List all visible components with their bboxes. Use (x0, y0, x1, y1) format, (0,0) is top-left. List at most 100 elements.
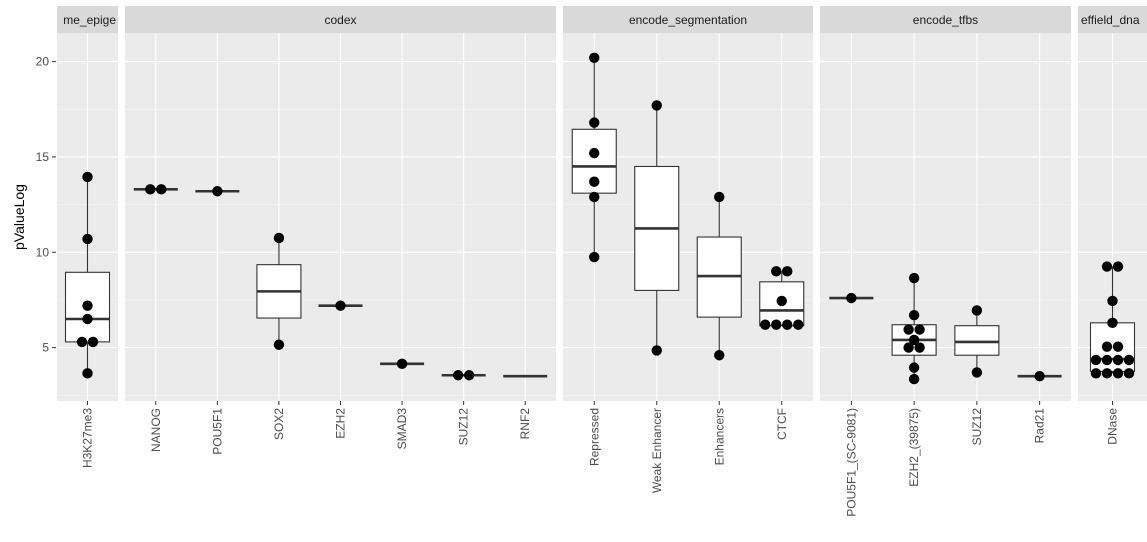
data-point (1101, 368, 1113, 379)
facet-strip (57, 6, 118, 33)
y-tick-label: 5 (42, 341, 49, 355)
x-tick-label: EZH2 (334, 408, 348, 439)
facet-strip-label: encode_segmentation (629, 13, 747, 27)
facet-panels: me_epige H3K27me3 codex NANOG POU5F1 SOX2 EZH2… (57, 6, 1147, 517)
data-point (452, 370, 464, 381)
data-point (914, 342, 925, 353)
data-point (651, 100, 662, 111)
category-group: POU5F1 (195, 186, 240, 455)
panel-background (563, 33, 813, 401)
x-tick-label: Rad21 (1033, 408, 1047, 444)
facet-panel: effield_dna DNase (1078, 6, 1147, 445)
data-point (1090, 354, 1102, 366)
data-point (1101, 261, 1113, 272)
box (64, 271, 111, 343)
facet-strip-label: encode_tfbs (913, 13, 978, 27)
data-point (1123, 354, 1135, 366)
category-group: SUZ12 (441, 370, 486, 446)
data-point (82, 171, 93, 183)
data-point (714, 350, 725, 361)
category-group: H3K27me3 (64, 171, 111, 468)
facet-panel: encode_tfbs POU5F1_(SC-9081) EZH2_(39875) S… (820, 6, 1071, 517)
x-tick-label: EZH2_(39875) (907, 408, 921, 487)
category-group: Enhancers (696, 191, 742, 465)
data-point (782, 266, 793, 277)
x-tick-label: SMAD3 (395, 408, 409, 450)
y-tick-label: 10 (36, 245, 50, 259)
data-point (908, 334, 920, 346)
data-point (1123, 368, 1135, 379)
category-group: Rad21 (1017, 371, 1062, 444)
data-point (82, 368, 93, 379)
x-tick-label: NANOG (149, 408, 163, 452)
facet-strip (820, 6, 1071, 33)
data-point (1112, 368, 1124, 379)
data-point (589, 117, 600, 128)
facet-strip-label: codex (324, 13, 356, 27)
data-point (212, 186, 223, 197)
data-point (589, 52, 600, 63)
x-tick-label: SUZ12 (457, 408, 471, 446)
data-point (846, 292, 857, 304)
data-point (82, 233, 93, 245)
x-tick-label: SOX2 (272, 408, 286, 440)
data-point (87, 336, 99, 348)
data-point (273, 339, 285, 350)
category-group: CTCF (759, 266, 805, 440)
data-point (396, 358, 408, 370)
facet-panel: codex NANOG POU5F1 SOX2 EZH2 SMAD3 SUZ12 RNF2 (125, 6, 556, 455)
data-point (908, 309, 920, 321)
data-point (1112, 354, 1124, 366)
data-point (273, 232, 285, 244)
category-group: EZH2_(39875) (891, 272, 937, 487)
y-axis-title: pValueLog (11, 184, 27, 250)
x-tick-label: Repressed (587, 408, 601, 466)
data-point (971, 367, 983, 378)
facet-panel: encode_segmentation Repressed Weak Enhance… (563, 6, 813, 493)
data-point (1107, 317, 1118, 329)
data-point (1090, 368, 1102, 379)
data-point (145, 184, 156, 195)
data-point (156, 184, 167, 195)
category-group: SUZ12 (954, 305, 1000, 446)
data-point (589, 251, 600, 263)
data-point (914, 324, 925, 335)
y-tick-label: 20 (36, 55, 50, 69)
category-group: EZH2 (318, 300, 363, 439)
data-point (908, 373, 920, 385)
data-point (82, 300, 93, 311)
x-tick-label: SUZ12 (970, 408, 984, 446)
x-tick-label: Weak Enhancer (650, 408, 664, 493)
x-tick-label: RNF2 (518, 408, 532, 440)
data-point (903, 342, 914, 353)
data-point (771, 266, 782, 277)
data-point (1112, 341, 1124, 352)
data-point (463, 370, 475, 381)
panel-background (820, 33, 1071, 401)
facet-panel: me_epige H3K27me3 (57, 6, 118, 468)
category-group: RNF2 (503, 374, 548, 440)
data-point (1101, 354, 1113, 366)
data-point (908, 362, 920, 373)
x-tick-label: CTCF (775, 408, 789, 440)
x-tick-label: POU5F1 (210, 408, 224, 455)
category-group: POU5F1_(SC-9081) (829, 292, 874, 517)
category-group: Weak Enhancer (634, 100, 680, 493)
data-point (82, 313, 93, 325)
data-point (76, 336, 88, 348)
box (954, 325, 1000, 356)
category-group: SMAD3 (380, 358, 425, 450)
category-group: NANOG (133, 184, 178, 452)
data-point (651, 345, 662, 356)
data-point (335, 300, 346, 311)
data-point (782, 319, 793, 330)
data-point (971, 305, 983, 316)
data-point (776, 295, 787, 307)
x-tick-label: Enhancers (712, 408, 726, 465)
category-group: Repressed (571, 52, 617, 466)
data-point (908, 272, 920, 284)
facet-strip-label: effield_dna (1081, 13, 1140, 27)
data-point (1107, 295, 1118, 307)
x-tick-label: POU5F1_(SC-9081) (844, 408, 858, 517)
